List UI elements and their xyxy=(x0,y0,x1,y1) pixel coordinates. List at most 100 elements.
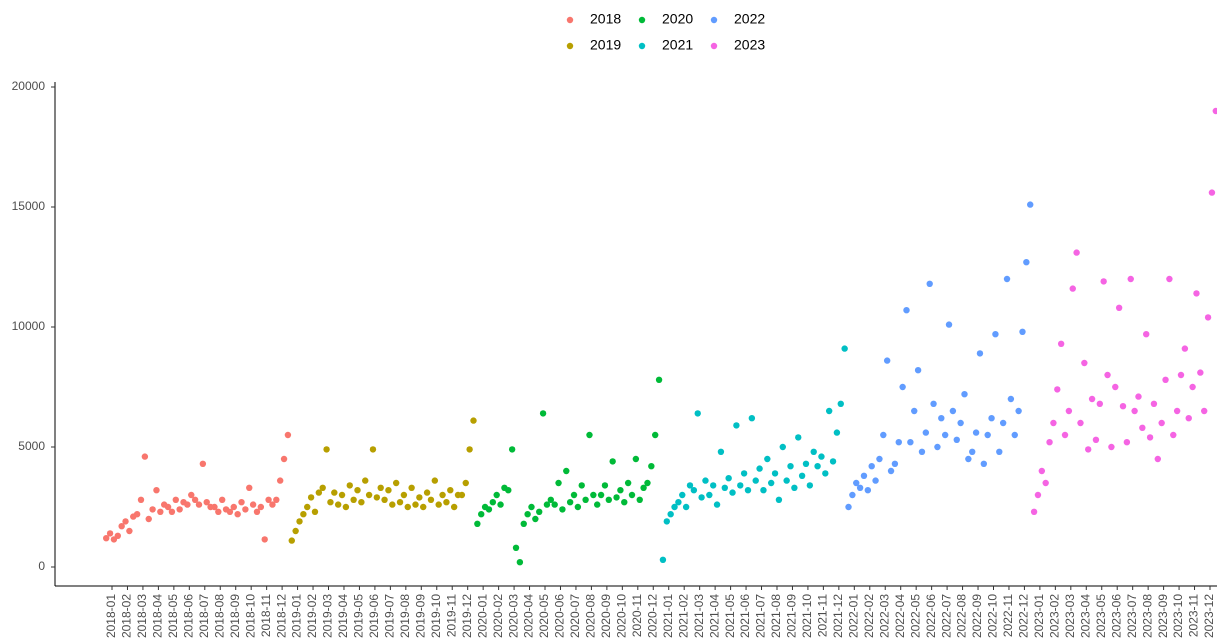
x-tick-label: 2019-07 xyxy=(383,594,397,638)
point xyxy=(999,419,1007,427)
point xyxy=(760,487,767,494)
x-tick-label: 2019-10 xyxy=(429,594,443,638)
y-tick-label: 0 xyxy=(38,559,45,573)
point xyxy=(632,455,640,463)
point xyxy=(1065,407,1073,415)
point xyxy=(211,503,218,511)
point xyxy=(191,496,199,503)
point xyxy=(218,496,226,503)
x-tick-label: 2022-12 xyxy=(1017,594,1031,638)
point xyxy=(883,357,891,364)
x-tick-label: 2022-01 xyxy=(846,594,860,638)
x-tick-label: 2018-12 xyxy=(274,594,288,638)
point xyxy=(1115,304,1123,311)
point xyxy=(362,477,369,484)
x-tick-label: 2019-08 xyxy=(398,594,412,638)
point xyxy=(1046,439,1053,446)
point xyxy=(976,350,984,357)
point xyxy=(539,410,547,417)
point xyxy=(972,429,980,436)
point xyxy=(748,415,756,422)
point xyxy=(752,477,759,484)
point xyxy=(416,494,423,501)
point xyxy=(725,475,732,482)
x-tick-label: 2023-02 xyxy=(1048,594,1062,638)
point xyxy=(1027,201,1034,208)
x-tick-label: 2019-01 xyxy=(290,594,304,638)
point xyxy=(1096,400,1104,407)
x-tick-label: 2018-09 xyxy=(228,594,242,638)
x-tick-label: 2018-07 xyxy=(197,594,211,638)
x-tick-label: 2019-03 xyxy=(321,594,335,638)
x-tick-label: 2022-11 xyxy=(1001,594,1015,637)
point xyxy=(621,499,628,506)
point xyxy=(1057,340,1065,347)
point xyxy=(597,491,605,499)
x-tick-label: 2019-12 xyxy=(460,594,474,638)
point xyxy=(1088,395,1096,403)
point xyxy=(284,431,292,439)
point xyxy=(605,496,613,503)
x-tick-label: 2022-06 xyxy=(924,594,938,638)
point xyxy=(787,463,794,470)
point xyxy=(659,556,667,563)
point xyxy=(307,494,315,501)
legend-marker xyxy=(638,16,646,24)
point xyxy=(385,487,392,494)
point xyxy=(671,503,678,511)
point xyxy=(1181,345,1189,352)
point xyxy=(1208,189,1216,196)
point xyxy=(512,544,520,551)
point xyxy=(926,280,933,287)
point xyxy=(350,496,357,503)
point xyxy=(578,482,585,489)
point xyxy=(663,518,670,525)
x-tick-label: 2020-02 xyxy=(491,594,505,638)
point xyxy=(570,491,578,499)
point xyxy=(265,496,272,503)
point xyxy=(798,472,806,479)
point xyxy=(280,455,288,463)
point xyxy=(1054,386,1061,393)
x-tick-label: 2020-09 xyxy=(599,594,613,638)
point xyxy=(891,460,899,467)
point xyxy=(1185,415,1192,422)
point xyxy=(288,537,295,544)
point xyxy=(594,501,601,508)
point xyxy=(899,383,906,391)
point xyxy=(505,487,512,494)
point xyxy=(868,463,875,470)
point xyxy=(756,465,763,472)
x-tick-label: 2023-07 xyxy=(1125,594,1139,638)
point xyxy=(269,501,276,508)
point xyxy=(1085,446,1092,453)
point xyxy=(1135,393,1142,400)
point xyxy=(771,470,779,477)
point xyxy=(331,489,338,496)
x-tick-label: 2023-12 xyxy=(1202,594,1216,638)
point xyxy=(315,489,323,496)
point xyxy=(849,491,856,499)
point xyxy=(636,496,643,503)
point xyxy=(172,496,179,503)
point xyxy=(590,491,597,499)
point xyxy=(764,455,771,463)
x-tick-label: 2022-03 xyxy=(877,594,891,638)
point xyxy=(342,503,350,511)
point xyxy=(779,443,786,451)
point xyxy=(713,501,721,508)
point xyxy=(1112,383,1119,391)
point xyxy=(729,489,736,496)
point xyxy=(141,453,149,460)
point xyxy=(547,496,555,503)
point xyxy=(655,376,663,383)
point xyxy=(791,484,798,491)
point xyxy=(992,331,999,338)
x-tick-label: 2018-06 xyxy=(181,594,195,638)
point xyxy=(103,535,110,542)
point xyxy=(168,508,176,515)
point xyxy=(365,491,373,499)
point xyxy=(157,508,164,515)
x-tick-label: 2020-06 xyxy=(553,594,567,638)
point xyxy=(1201,407,1208,415)
